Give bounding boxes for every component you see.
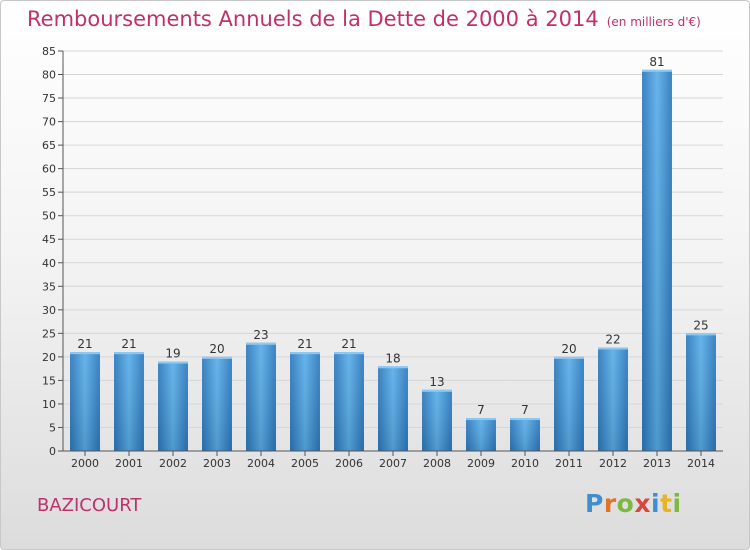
data-label: 21 bbox=[77, 337, 92, 351]
chart-title: Remboursements Annuels de la Dette de 20… bbox=[27, 7, 701, 31]
x-tick-label: 2008 bbox=[423, 457, 451, 470]
data-label: 22 bbox=[605, 332, 620, 346]
data-label: 21 bbox=[341, 337, 356, 351]
bar-top-highlight bbox=[686, 333, 716, 336]
data-label: 20 bbox=[209, 342, 224, 356]
bar-top-highlight bbox=[70, 352, 100, 355]
bar-shade bbox=[378, 366, 408, 451]
bar-shade bbox=[334, 352, 364, 451]
y-tick-label: 5 bbox=[49, 421, 56, 434]
bar-shade bbox=[466, 418, 496, 451]
bar-top-highlight bbox=[378, 366, 408, 369]
y-tick-label: 70 bbox=[42, 116, 56, 129]
y-tick-label: 80 bbox=[42, 69, 56, 82]
logo-letter: r bbox=[603, 489, 617, 518]
bar-top-highlight bbox=[246, 342, 276, 345]
bars: 21 21 19 20 23 21 21 18 13 7 7 20 22 81 25 bbox=[70, 55, 716, 451]
chart-title-text: Remboursements Annuels de la Dette de 20… bbox=[27, 7, 599, 31]
y-tick-label: 60 bbox=[42, 163, 56, 176]
logo-letter: i bbox=[672, 489, 682, 518]
y-tick-label: 35 bbox=[42, 280, 56, 293]
bar-shade bbox=[70, 352, 100, 451]
data-label: 21 bbox=[297, 337, 312, 351]
bar-shade bbox=[202, 356, 232, 451]
bar-shade bbox=[290, 352, 320, 451]
x-tick-label: 2005 bbox=[291, 457, 319, 470]
logo-letter: t bbox=[660, 489, 673, 518]
bar-shade bbox=[246, 342, 276, 451]
bar-top-highlight bbox=[466, 418, 496, 421]
logo-letter: x bbox=[634, 489, 651, 518]
data-label: 25 bbox=[693, 318, 708, 332]
data-label: 7 bbox=[477, 403, 485, 417]
x-tick-label: 2001 bbox=[115, 457, 143, 470]
y-tick-label: 45 bbox=[42, 233, 56, 246]
chart-unit-text: (en milliers d'€) bbox=[606, 15, 701, 29]
y-tick-label: 75 bbox=[42, 92, 56, 105]
logo-letter: o bbox=[616, 489, 635, 518]
x-tick-label: 2012 bbox=[599, 457, 627, 470]
data-label: 81 bbox=[649, 55, 664, 69]
y-tick-label: 30 bbox=[42, 304, 56, 317]
bar-shade bbox=[686, 333, 716, 451]
bar-top-highlight bbox=[510, 418, 540, 421]
bar-top-highlight bbox=[202, 356, 232, 359]
commune-name: BAZICOURT bbox=[37, 495, 142, 516]
logo-letter: P bbox=[585, 489, 604, 518]
bar-top-highlight bbox=[422, 389, 452, 392]
data-label: 21 bbox=[121, 337, 136, 351]
y-tick-label: 85 bbox=[42, 45, 56, 58]
y-tick-label: 40 bbox=[42, 257, 56, 270]
bar-shade bbox=[510, 418, 540, 451]
bar-shade bbox=[158, 361, 188, 451]
y-tick-label: 20 bbox=[42, 351, 56, 364]
x-tick-label: 2000 bbox=[71, 457, 99, 470]
bar-shade bbox=[554, 356, 584, 451]
logo-letter: i bbox=[651, 489, 661, 518]
bar-shade bbox=[598, 347, 628, 451]
x-tick-label: 2003 bbox=[203, 457, 231, 470]
data-label: 19 bbox=[165, 347, 180, 361]
bar-top-highlight bbox=[158, 361, 188, 364]
x-tick-label: 2009 bbox=[467, 457, 495, 470]
x-tick-label: 2011 bbox=[555, 457, 583, 470]
bar-shade bbox=[422, 389, 452, 451]
proxiti-logo: Proxiti bbox=[585, 489, 682, 518]
bar-top-highlight bbox=[334, 352, 364, 355]
data-label: 23 bbox=[253, 328, 268, 342]
data-label: 20 bbox=[561, 342, 576, 356]
bar-top-highlight bbox=[290, 352, 320, 355]
x-tick-label: 2013 bbox=[643, 457, 671, 470]
bar-top-highlight bbox=[114, 352, 144, 355]
bar-top-highlight bbox=[598, 347, 628, 350]
y-tick-label: 50 bbox=[42, 210, 56, 223]
bar-shade bbox=[642, 69, 672, 451]
y-tick-label: 25 bbox=[42, 327, 56, 340]
y-axis: 0 5 10 15 20 25 30 35 40 45 50 55 60 65 70 75 80 85 bbox=[42, 45, 64, 458]
y-tick-label: 0 bbox=[49, 445, 56, 458]
data-label: 13 bbox=[429, 375, 444, 389]
data-label: 7 bbox=[521, 403, 529, 417]
bar-top-highlight bbox=[554, 356, 584, 359]
bar-shade bbox=[114, 352, 144, 451]
x-tick-label: 2004 bbox=[247, 457, 275, 470]
data-label: 18 bbox=[385, 351, 400, 365]
x-tick-label: 2002 bbox=[159, 457, 187, 470]
y-tick-label: 10 bbox=[42, 398, 56, 411]
y-tick-label: 55 bbox=[42, 186, 56, 199]
bar-top-highlight bbox=[642, 69, 672, 72]
x-tick-label: 2007 bbox=[379, 457, 407, 470]
x-tick-label: 2006 bbox=[335, 457, 363, 470]
y-tick-label: 65 bbox=[42, 139, 56, 152]
x-tick-label: 2014 bbox=[687, 457, 715, 470]
x-axis: 2000 2001 2002 2003 2004 2005 2006 2007 2008 2009… bbox=[63, 450, 723, 470]
y-tick-label: 15 bbox=[42, 374, 56, 387]
x-tick-label: 2010 bbox=[511, 457, 539, 470]
